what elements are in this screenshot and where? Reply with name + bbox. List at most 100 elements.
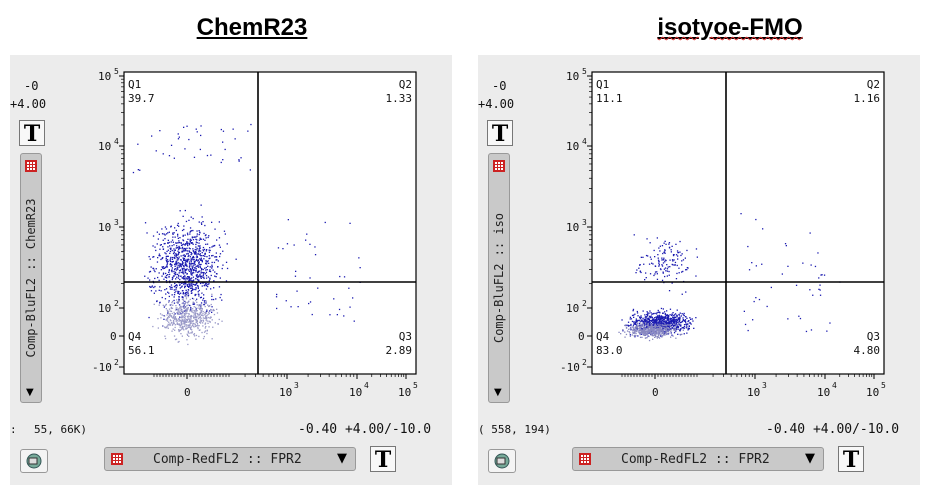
- event-dot: [207, 265, 209, 267]
- event-dot: [177, 268, 179, 270]
- event-dot: [199, 254, 201, 256]
- event-dot: [667, 314, 670, 317]
- event-dot: [645, 254, 648, 257]
- event-dot: [631, 328, 633, 330]
- event-dot: [181, 296, 183, 299]
- event-dot: [189, 283, 191, 285]
- event-dot: [658, 264, 660, 266]
- x-axis-parameter-selector[interactable]: Comp-RedFL2 :: FPR2 ▼: [572, 447, 824, 471]
- event-dot: [210, 316, 212, 319]
- event-dot: [176, 261, 178, 263]
- event-dot: [180, 321, 182, 323]
- event-dot: [637, 319, 639, 322]
- x-transform-button[interactable]: T: [370, 446, 396, 473]
- event-dot: [179, 269, 181, 272]
- event-dot: [197, 245, 199, 247]
- event-dot: [232, 128, 234, 130]
- event-dot: [162, 267, 164, 269]
- event-dot: [165, 233, 168, 235]
- event-dot: [149, 279, 151, 281]
- event-dot: [171, 245, 173, 247]
- event-dot: [200, 305, 202, 307]
- event-dot: [191, 272, 193, 274]
- event-dot: [635, 324, 638, 326]
- event-dot: [309, 301, 312, 303]
- event-dot: [664, 321, 666, 323]
- event-dot: [755, 297, 757, 299]
- event-dot: [664, 275, 666, 278]
- event-dot: [653, 321, 655, 323]
- svg-text:3: 3: [582, 218, 587, 227]
- event-dot: [678, 272, 680, 274]
- event-dot: [181, 310, 183, 313]
- event-dot: [180, 313, 182, 315]
- x-transform-button[interactable]: T: [838, 446, 864, 473]
- event-dot: [669, 266, 671, 268]
- y-transform-button[interactable]: T: [487, 120, 513, 147]
- event-dot: [152, 325, 154, 328]
- event-dot: [343, 315, 345, 317]
- event-dot: [632, 332, 634, 334]
- event-dot: [200, 310, 202, 312]
- y-axis-parameter-selector[interactable]: Comp-BluFL2 :: iso ▼: [488, 153, 510, 403]
- event-dot: [672, 254, 675, 257]
- event-dot: [195, 309, 197, 311]
- svg-text:2: 2: [582, 299, 587, 308]
- event-dot: [185, 328, 187, 330]
- event-dot: [695, 275, 697, 277]
- event-dot: [188, 313, 190, 315]
- x-axis-parameter-selector[interactable]: Comp-RedFL2 :: FPR2 ▼: [104, 447, 356, 471]
- y-axis-parameter-selector[interactable]: Comp-BluFL2 :: ChemR23 ▼: [20, 153, 42, 403]
- event-dot: [204, 300, 206, 302]
- event-dot: [169, 319, 171, 321]
- event-dot: [203, 284, 205, 287]
- event-dot: [662, 316, 664, 318]
- event-dot: [646, 331, 649, 333]
- event-dot: [151, 286, 153, 288]
- event-dot: [660, 325, 662, 327]
- y-transform-button[interactable]: T: [19, 120, 45, 147]
- event-dot: [184, 286, 186, 289]
- event-dot: [195, 277, 197, 280]
- event-dot: [189, 268, 191, 270]
- event-dot: [349, 222, 351, 224]
- event-dot: [203, 258, 205, 260]
- event-dot: [204, 305, 206, 308]
- event-dot: [658, 331, 660, 333]
- event-dot: [165, 274, 168, 277]
- event-dot: [185, 279, 187, 281]
- event-dot: [160, 258, 162, 261]
- event-dot: [205, 325, 207, 328]
- event-dot: [186, 277, 188, 279]
- svg-text:10: 10: [398, 386, 411, 399]
- event-dot: [170, 248, 172, 250]
- plot-title-right-text: isotyoe-FMO: [657, 14, 803, 41]
- event-dot: [179, 319, 182, 321]
- event-dot: [167, 291, 169, 293]
- gate-tool-button[interactable]: [20, 449, 48, 473]
- event-dot: [674, 261, 677, 264]
- x-tick-label: 104: [349, 381, 369, 399]
- event-dot: [627, 325, 630, 327]
- event-dot: [163, 306, 165, 308]
- event-dot: [198, 304, 200, 306]
- event-dot: [193, 264, 195, 266]
- event-dot: [656, 331, 658, 333]
- event-dot: [179, 283, 181, 285]
- event-dot: [196, 319, 198, 321]
- event-dot: [662, 329, 664, 331]
- event-dot: [181, 290, 184, 292]
- event-dot: [657, 254, 659, 256]
- event-dot: [674, 328, 677, 331]
- event-dot: [196, 254, 198, 256]
- quadrant-name-q3: Q3: [399, 330, 412, 343]
- event-dot: [189, 287, 192, 289]
- event-dot: [181, 250, 183, 252]
- event-dot: [683, 325, 686, 328]
- event-dot: [654, 333, 657, 335]
- x-tick-label: 105: [398, 381, 418, 399]
- event-dot: [199, 247, 201, 250]
- gate-tool-button[interactable]: [488, 449, 516, 473]
